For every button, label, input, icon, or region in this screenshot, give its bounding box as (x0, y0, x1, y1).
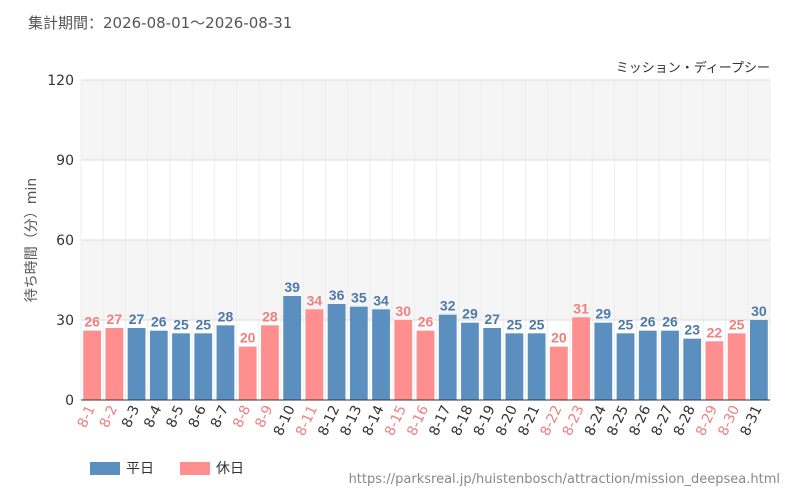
x-tick-label: 8-4 (141, 403, 165, 431)
value-label: 20 (551, 330, 567, 346)
value-label: 29 (462, 306, 478, 322)
x-tick-label: 8-31 (738, 403, 766, 439)
value-label: 25 (507, 316, 523, 332)
source-url: https://parksreal.jp/huistenbosch/attrac… (348, 472, 780, 487)
bar (261, 325, 279, 400)
bar (372, 309, 390, 400)
value-label: 27 (484, 311, 500, 327)
bar (527, 333, 546, 400)
value-label: 26 (640, 314, 656, 330)
x-tick-label: 8-7 (208, 403, 232, 430)
value-label: 34 (373, 292, 389, 308)
bar-series (83, 296, 768, 400)
value-label: 28 (262, 308, 278, 324)
y-tick-label: 60 (56, 233, 74, 249)
value-label: 25 (173, 316, 189, 332)
value-label: 23 (684, 322, 700, 338)
bar (127, 328, 146, 400)
legend-label-holiday: 休日 (216, 461, 244, 477)
x-tick-label: 8-5 (163, 403, 187, 430)
legend-swatch-weekday (90, 461, 120, 475)
value-label: 30 (751, 303, 767, 319)
bar (483, 328, 502, 400)
value-label: 36 (329, 287, 345, 303)
value-label: 20 (240, 330, 256, 346)
bar (594, 322, 613, 400)
value-label: 22 (707, 324, 723, 340)
background-band (81, 80, 770, 160)
value-labels: 26 27 27 26 25 25 28 20 28 39 34 36 35 34 30 26 32 29 27 25… (84, 279, 767, 346)
bar (416, 330, 435, 400)
x-tick-label: 8-3 (119, 403, 143, 430)
value-label: 26 (418, 314, 434, 330)
bar (305, 309, 324, 400)
y-tick-label: 120 (47, 73, 74, 89)
value-label: 25 (195, 316, 211, 332)
y-tick-label: 90 (56, 153, 74, 169)
bar (705, 341, 724, 400)
value-label: 26 (662, 314, 678, 330)
chart-title: ミッション・ディープシー (616, 60, 770, 76)
legend-item-holiday: 休日 (180, 458, 244, 478)
bar (572, 317, 590, 400)
period-label: 集計期間：2026-08-01〜2026-08-31 (28, 14, 293, 32)
legend-label-weekday: 平日 (126, 461, 154, 477)
bar (749, 320, 768, 400)
value-label: 25 (729, 316, 745, 332)
value-label: 25 (529, 316, 545, 332)
bar (549, 346, 568, 400)
x-tick-label: 8-2 (97, 403, 121, 430)
bar (194, 333, 213, 400)
bar (327, 304, 346, 400)
x-tick-label: 8-1 (75, 403, 99, 430)
bar (283, 296, 302, 400)
x-tick-label: 8-8 (230, 403, 254, 430)
bar (238, 346, 257, 400)
value-label: 30 (395, 303, 411, 319)
bar (683, 338, 702, 400)
bar (438, 314, 457, 400)
bar (661, 330, 679, 400)
value-label: 27 (107, 311, 123, 327)
y-tick-label: 0 (65, 393, 74, 409)
bar (505, 333, 524, 400)
bar (616, 333, 635, 400)
bar (461, 322, 479, 400)
background-band (81, 160, 770, 240)
value-label: 27 (129, 311, 145, 327)
value-label: 25 (618, 316, 634, 332)
value-label: 35 (351, 290, 367, 306)
bar (105, 328, 124, 400)
bar (149, 330, 168, 400)
x-tick-label: 8-6 (186, 403, 210, 431)
background-band (81, 240, 770, 320)
value-label: 29 (596, 306, 612, 322)
legend-item-weekday: 平日 (90, 458, 154, 478)
value-label: 34 (307, 292, 323, 308)
value-label: 28 (218, 308, 234, 324)
legend-swatch-holiday (180, 461, 210, 475)
x-tick-labels: 8-18-28-38-48-58-68-78-88-98-108-118-128… (75, 403, 766, 439)
bar (216, 325, 235, 400)
bar (394, 320, 413, 400)
bar (638, 330, 657, 400)
y-tick-label: 30 (56, 313, 74, 329)
bar (172, 333, 190, 400)
bar (727, 333, 746, 400)
y-axis-label: 待ち時間（分）min (24, 178, 40, 302)
value-label: 26 (84, 314, 100, 330)
bar (349, 306, 368, 400)
bar (83, 330, 102, 400)
value-label: 39 (284, 279, 300, 295)
value-label: 26 (151, 314, 167, 330)
grid-lines (80, 79, 771, 401)
y-tick-labels: 0 30 60 90 120 (47, 73, 74, 409)
value-label: 32 (440, 298, 456, 314)
value-label: 31 (573, 300, 589, 316)
legend: 平日 休日 (90, 458, 244, 478)
